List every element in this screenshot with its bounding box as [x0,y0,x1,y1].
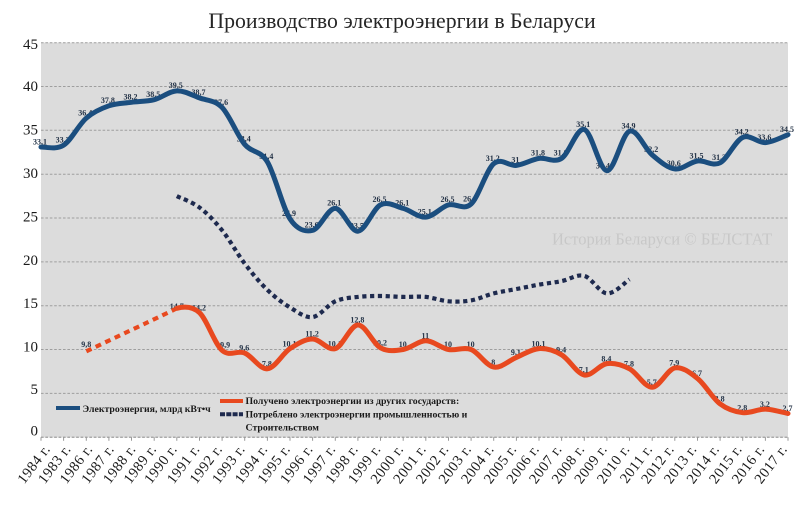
svg-text:32,2: 32,2 [644,145,658,154]
svg-text:3,8: 3,8 [715,395,725,404]
svg-text:15: 15 [23,296,38,312]
svg-text:Получено электроэнергии из дру: Получено электроэнергии из других госуда… [246,396,460,407]
svg-text:35,1: 35,1 [576,120,590,129]
svg-text:9,4: 9,4 [556,346,566,355]
svg-text:31: 31 [511,156,519,165]
svg-text:2,7: 2,7 [783,404,793,413]
svg-text:10,1: 10,1 [328,339,342,348]
svg-text:История Беларуси © БЕЛСТАТ: История Беларуси © БЕЛСТАТ [552,230,772,249]
svg-text:23,6: 23,6 [305,221,319,230]
svg-text:14,2: 14,2 [192,303,206,312]
svg-text:7,1: 7,1 [579,366,589,375]
svg-text:5: 5 [31,382,39,398]
svg-text:31,3: 31,3 [712,153,726,162]
svg-text:10: 10 [399,340,407,349]
svg-text:26,5: 26,5 [441,195,455,204]
svg-text:31,2: 31,2 [486,154,500,163]
svg-text:0: 0 [31,424,39,440]
svg-text:7,8: 7,8 [624,360,634,369]
svg-text:10,2: 10,2 [373,339,387,348]
svg-text:38,5: 38,5 [146,90,160,99]
svg-text:33,3: 33,3 [56,136,70,145]
svg-text:25,1: 25,1 [418,207,432,216]
svg-text:10,1: 10,1 [283,339,297,348]
svg-text:37,8: 37,8 [101,96,115,105]
svg-text:25: 25 [23,209,38,225]
svg-text:31,5: 31,5 [690,151,704,160]
svg-text:Потреблено электроэнергии пром: Потреблено электроэнергии промышленность… [246,410,468,421]
svg-text:26,5: 26,5 [373,195,387,204]
svg-text:34,5: 34,5 [780,125,794,134]
svg-text:31,8: 31,8 [554,149,568,158]
svg-text:26,1: 26,1 [327,199,341,208]
svg-text:45: 45 [23,37,38,53]
svg-text:20: 20 [23,253,38,269]
svg-text:34,2: 34,2 [735,128,749,137]
svg-text:38,7: 38,7 [192,88,206,97]
svg-text:Строительством: Строительством [246,423,320,434]
svg-text:8: 8 [491,358,495,367]
svg-text:7,8: 7,8 [262,360,272,369]
svg-text:36,4: 36,4 [78,108,92,117]
svg-text:5,7: 5,7 [647,378,657,387]
svg-text:23,5: 23,5 [350,222,364,231]
svg-text:37,6: 37,6 [214,98,228,107]
svg-text:33,6: 33,6 [757,133,771,142]
svg-text:31,8: 31,8 [531,149,545,158]
svg-text:11,2: 11,2 [305,330,319,339]
svg-text:26,6: 26,6 [463,194,477,203]
svg-text:38,2: 38,2 [124,93,138,102]
svg-text:9,1: 9,1 [511,348,521,357]
svg-text:10: 10 [23,340,38,356]
svg-text:2,8: 2,8 [737,403,747,412]
svg-text:35: 35 [23,122,38,138]
svg-text:10,1: 10,1 [532,339,546,348]
svg-text:34,9: 34,9 [622,122,636,131]
svg-text:12,8: 12,8 [350,316,364,325]
svg-text:Электроэнергия, млрд кВт•ч: Электроэнергия, млрд кВт•ч [83,404,212,415]
svg-text:8,4: 8,4 [601,354,611,363]
svg-text:30,6: 30,6 [667,159,681,168]
svg-text:40: 40 [23,79,38,95]
svg-text:39,5: 39,5 [169,81,183,90]
svg-text:3,2: 3,2 [760,400,770,409]
svg-text:30: 30 [23,166,38,182]
svg-text:26,1: 26,1 [395,199,409,208]
svg-text:7,9: 7,9 [669,359,679,368]
svg-text:Производство электроэнергии в: Производство электроэнергии в Беларуси [208,9,596,33]
svg-text:9,6: 9,6 [239,344,249,353]
svg-text:11: 11 [422,332,430,341]
svg-text:6,7: 6,7 [692,369,702,378]
svg-text:33,1: 33,1 [33,137,47,146]
svg-text:10: 10 [444,340,452,349]
svg-text:9,8: 9,8 [81,340,91,349]
svg-text:9,9: 9,9 [220,341,230,350]
svg-text:10: 10 [467,340,475,349]
